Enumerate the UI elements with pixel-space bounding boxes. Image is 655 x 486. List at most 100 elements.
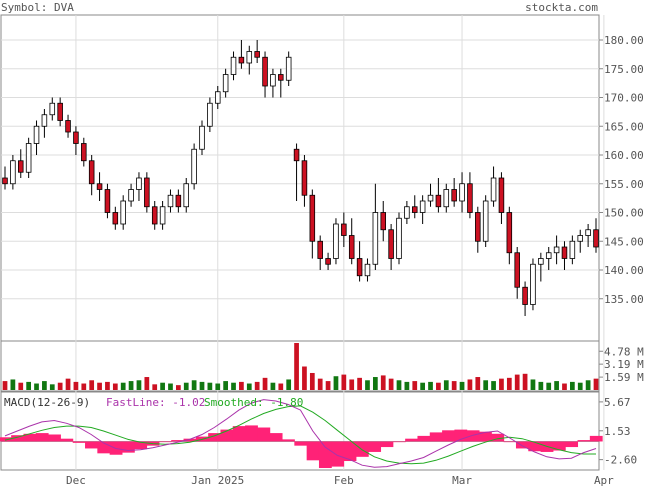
candle-down bbox=[309, 194, 316, 242]
macd-smooth-line bbox=[4, 405, 596, 465]
macd-tick-label: -2.60 bbox=[604, 454, 637, 467]
volume-bar bbox=[396, 380, 402, 390]
volume-bar bbox=[506, 377, 512, 390]
macd-hist-bar bbox=[72, 441, 86, 443]
candle-down bbox=[262, 56, 268, 87]
volume-bar bbox=[65, 378, 71, 390]
candle-down bbox=[57, 102, 63, 121]
volume-bar bbox=[483, 380, 489, 390]
volume-bar bbox=[333, 376, 339, 390]
candle-up bbox=[41, 114, 48, 127]
volume-bar bbox=[105, 381, 110, 390]
candle-down bbox=[451, 189, 457, 202]
candle-down bbox=[341, 223, 347, 236]
candle-down bbox=[475, 212, 481, 242]
candle-up bbox=[136, 177, 142, 190]
candle-down bbox=[317, 240, 323, 259]
volume-bars bbox=[2, 343, 599, 390]
volume-bar bbox=[160, 382, 165, 390]
macd-hist-bar bbox=[479, 431, 492, 442]
volume-bar bbox=[467, 379, 473, 390]
volume-tick-label: 3.19 M bbox=[604, 358, 644, 371]
candle-down bbox=[388, 229, 394, 259]
volume-bar bbox=[152, 384, 158, 390]
macd-hist-bar bbox=[183, 438, 197, 442]
candle-up bbox=[270, 74, 276, 87]
candle-up bbox=[372, 212, 379, 265]
candle-up bbox=[585, 229, 591, 236]
price-tick-label: 180.00 bbox=[604, 34, 644, 47]
volume-bar bbox=[380, 375, 386, 390]
volume-bar bbox=[554, 381, 559, 390]
x-tick-label: Dec bbox=[66, 474, 86, 486]
price-tick-label: 150.00 bbox=[604, 207, 644, 220]
candle-up bbox=[191, 148, 197, 185]
volume-bar bbox=[136, 380, 142, 390]
price-tick-label: 170.00 bbox=[604, 92, 644, 105]
price-tick-label: 175.00 bbox=[604, 63, 644, 76]
volume-bar bbox=[562, 383, 567, 390]
volume-bar bbox=[215, 383, 221, 390]
candle-up bbox=[333, 223, 339, 259]
volume-bar bbox=[168, 383, 173, 390]
macd-hist-bar bbox=[158, 441, 172, 443]
candle-up bbox=[159, 206, 166, 225]
macd-hist-bar bbox=[343, 441, 357, 462]
candle-up bbox=[214, 91, 221, 104]
volume-bar bbox=[207, 382, 213, 390]
volume-bar bbox=[294, 343, 299, 390]
candle-up bbox=[443, 189, 450, 208]
volume-bar bbox=[223, 381, 229, 390]
candle-up bbox=[246, 51, 253, 64]
macd-hist-bar bbox=[405, 438, 418, 442]
volume-bar bbox=[2, 381, 8, 390]
candle-up bbox=[120, 200, 126, 225]
candle-up bbox=[569, 240, 576, 259]
price-tick-label: 135.00 bbox=[604, 293, 644, 306]
candle-down bbox=[325, 258, 331, 265]
macd-hist-bar bbox=[454, 429, 468, 442]
volume-bar bbox=[522, 373, 528, 390]
volume-bar bbox=[10, 379, 16, 390]
macd-hist-bar bbox=[269, 433, 283, 442]
macd-hist-bar bbox=[60, 438, 74, 442]
macd-hist-bar bbox=[589, 435, 603, 442]
candle-up bbox=[577, 235, 584, 242]
candle-up bbox=[128, 189, 134, 202]
macd-hist-bar bbox=[318, 441, 332, 468]
volume-bar bbox=[514, 374, 520, 390]
macd-panel bbox=[0, 391, 600, 471]
macd-tick-label: 1.53 bbox=[604, 425, 631, 438]
macd-hist-bar bbox=[232, 426, 246, 442]
candle-down bbox=[175, 194, 182, 208]
candle-down bbox=[411, 206, 418, 213]
volume-bar bbox=[309, 372, 315, 390]
volume-bar bbox=[459, 381, 465, 390]
volume-bar bbox=[538, 381, 544, 390]
volume-bar bbox=[112, 383, 118, 390]
candle-up bbox=[396, 217, 402, 259]
volume-bar bbox=[585, 380, 591, 390]
macd-fast-line bbox=[4, 399, 597, 468]
macd-hist-bar bbox=[392, 441, 406, 443]
macd-hist-bar bbox=[257, 427, 271, 442]
macd-hist-bar bbox=[515, 441, 529, 449]
macd-hist-bar bbox=[466, 430, 480, 442]
candle-up bbox=[545, 252, 552, 259]
candle-down bbox=[506, 212, 513, 254]
candle-up bbox=[538, 258, 544, 265]
symbol-label: Symbol: DVA bbox=[1, 1, 74, 14]
candle-down bbox=[278, 74, 284, 81]
volume-bar bbox=[341, 374, 347, 390]
macd-hist-bar bbox=[11, 435, 24, 442]
candle-down bbox=[104, 189, 111, 213]
volume-bar bbox=[286, 379, 292, 390]
volume-bar bbox=[349, 379, 355, 390]
volume-bar bbox=[357, 377, 362, 390]
volume-bar bbox=[412, 381, 418, 390]
candle-up bbox=[490, 177, 497, 202]
candle-up bbox=[49, 102, 56, 116]
candle-up bbox=[530, 263, 536, 305]
candle-up bbox=[167, 194, 174, 208]
volume-bar bbox=[302, 366, 307, 390]
